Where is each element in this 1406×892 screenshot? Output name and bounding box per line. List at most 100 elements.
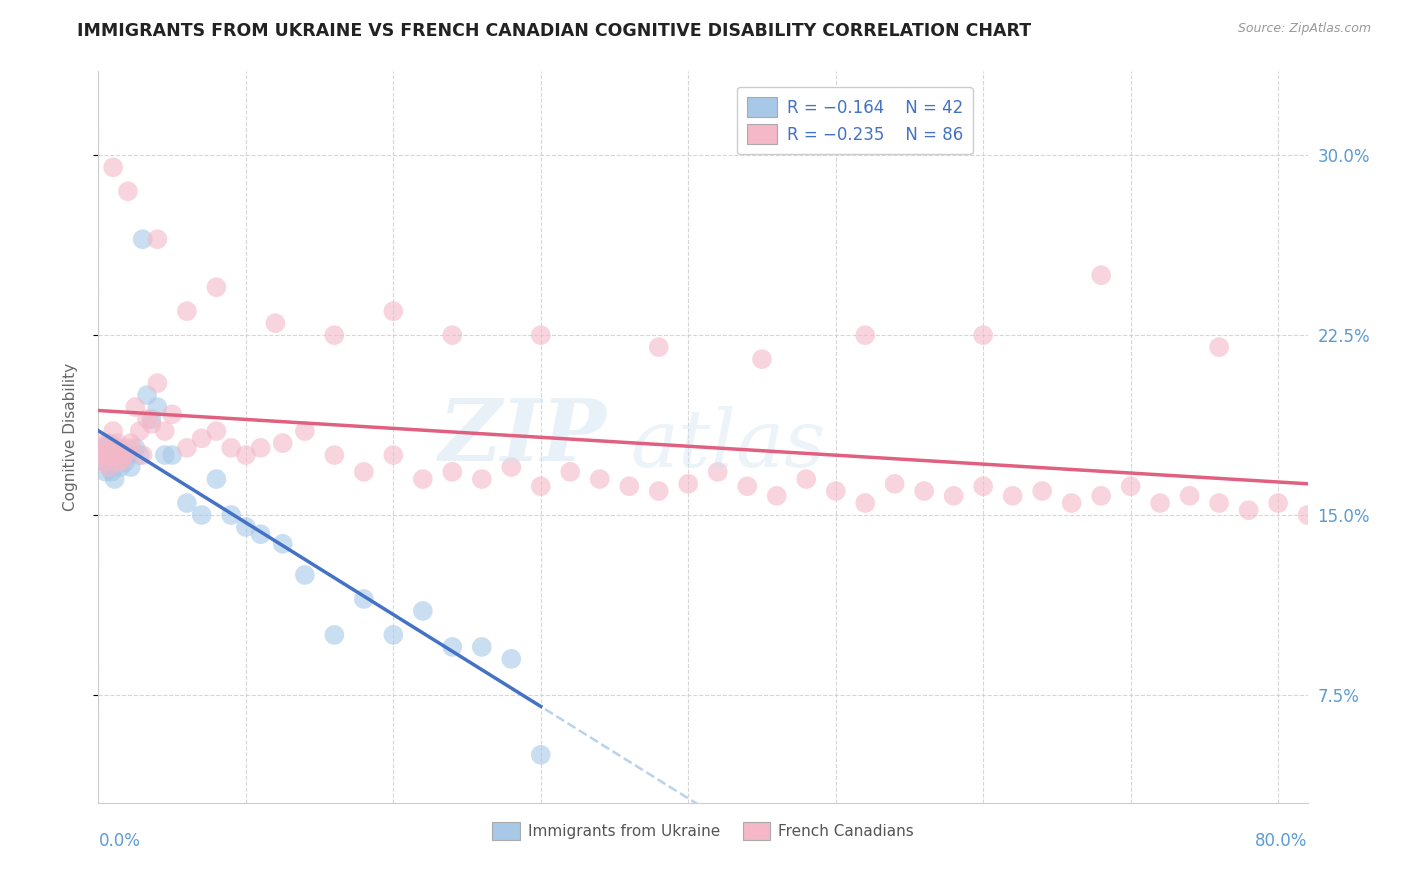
Point <box>1090 489 1112 503</box>
Point <box>853 328 876 343</box>
Point <box>111 448 134 462</box>
Point <box>751 352 773 367</box>
Point <box>1031 483 1053 498</box>
Point <box>120 436 142 450</box>
Point <box>120 460 142 475</box>
Point <box>107 436 129 450</box>
Point <box>972 479 994 493</box>
Point <box>190 431 212 445</box>
Point <box>382 628 405 642</box>
Point <box>131 448 153 462</box>
Point <box>794 472 817 486</box>
Point <box>249 441 271 455</box>
Point <box>249 527 271 541</box>
Point <box>90 448 112 462</box>
Point <box>153 424 176 438</box>
Point <box>91 448 114 462</box>
Point <box>219 441 242 455</box>
Point <box>205 280 228 294</box>
Point <box>124 441 146 455</box>
Point <box>678 476 700 491</box>
Point <box>1149 496 1171 510</box>
Point <box>824 483 846 498</box>
Point <box>1208 340 1230 354</box>
Point <box>1001 489 1024 503</box>
Point <box>96 448 118 462</box>
Point <box>853 496 876 510</box>
Point <box>441 640 464 654</box>
Point <box>619 479 641 493</box>
Point <box>205 472 228 486</box>
Point <box>942 489 965 503</box>
Point <box>110 460 132 475</box>
Point <box>765 489 787 503</box>
Point <box>146 376 169 391</box>
Point <box>1326 503 1348 517</box>
Point <box>108 441 131 455</box>
Point <box>108 455 131 469</box>
Point <box>382 304 405 318</box>
Point <box>560 465 582 479</box>
Point <box>706 465 728 479</box>
Point <box>219 508 242 522</box>
Point <box>160 448 183 462</box>
Point <box>97 436 120 450</box>
Legend: Immigrants from Ukraine, French Canadians: Immigrants from Ukraine, French Canadian… <box>486 815 920 847</box>
Point <box>111 453 134 467</box>
Y-axis label: Cognitive Disability: Cognitive Disability <box>63 363 77 511</box>
Point <box>1267 496 1289 510</box>
Point <box>530 479 553 493</box>
Point <box>353 591 375 606</box>
Point <box>530 747 553 762</box>
Point <box>97 460 120 475</box>
Point <box>441 465 464 479</box>
Point <box>353 465 375 479</box>
Point <box>128 448 150 462</box>
Point <box>141 412 163 426</box>
Point <box>648 483 671 498</box>
Point <box>1208 496 1230 510</box>
Point <box>589 472 612 486</box>
Point <box>530 328 553 343</box>
Point <box>117 441 139 455</box>
Point <box>160 407 183 421</box>
Point <box>471 640 494 654</box>
Point <box>101 161 124 175</box>
Point <box>176 304 198 318</box>
Point <box>648 340 671 354</box>
Point <box>176 441 198 455</box>
Point <box>735 479 758 493</box>
Point <box>91 441 114 455</box>
Point <box>501 460 523 475</box>
Point <box>501 652 523 666</box>
Point <box>412 472 434 486</box>
Point <box>96 448 118 462</box>
Text: 0.0%: 0.0% <box>98 832 141 850</box>
Point <box>93 436 115 450</box>
Point <box>235 520 257 534</box>
Point <box>117 448 139 462</box>
Point <box>264 316 287 330</box>
Text: ZIP: ZIP <box>439 395 606 479</box>
Point <box>235 448 257 462</box>
Point <box>1355 513 1378 527</box>
Point <box>98 460 121 475</box>
Point <box>1119 479 1142 493</box>
Text: atlas: atlas <box>630 406 825 483</box>
Point <box>100 465 122 479</box>
Point <box>883 476 905 491</box>
Point <box>94 455 117 469</box>
Text: IMMIGRANTS FROM UKRAINE VS FRENCH CANADIAN COGNITIVE DISABILITY CORRELATION CHAR: IMMIGRANTS FROM UKRAINE VS FRENCH CANADI… <box>77 22 1032 40</box>
Point <box>153 448 176 462</box>
Point <box>972 328 994 343</box>
Point <box>294 568 316 582</box>
Point <box>1178 489 1201 503</box>
Point <box>294 424 316 438</box>
Point <box>176 496 198 510</box>
Point <box>136 412 159 426</box>
Point <box>146 400 169 414</box>
Point <box>190 508 212 522</box>
Text: Source: ZipAtlas.com: Source: ZipAtlas.com <box>1237 22 1371 36</box>
Point <box>101 424 124 438</box>
Point <box>441 328 464 343</box>
